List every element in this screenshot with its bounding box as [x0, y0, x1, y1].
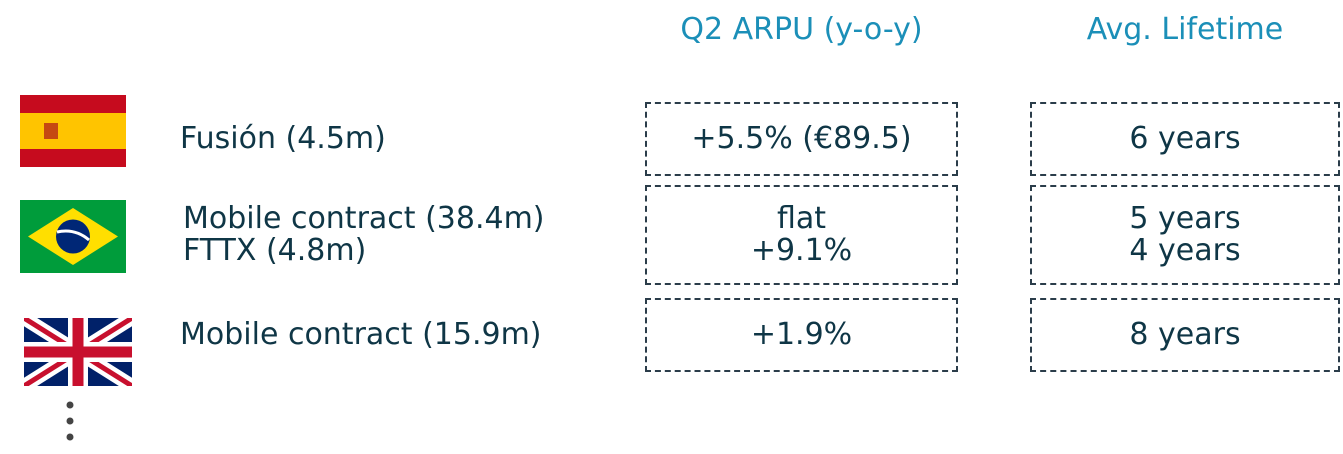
- segment-label: Mobile contract (15.9m): [180, 298, 620, 372]
- column-header: Q2 ARPU (y-o-y): [680, 12, 923, 47]
- lifetime-cell: 8 years: [1030, 298, 1340, 372]
- text-line: 8 years: [1129, 317, 1241, 352]
- segment-label: Fusión (4.5m): [180, 102, 620, 176]
- text-line: FTTX (4.8m): [183, 233, 367, 268]
- text-line: Mobile contract (38.4m): [183, 201, 545, 236]
- ellipsis: [66, 401, 74, 441]
- text-line: 6 years: [1129, 121, 1241, 156]
- text-line: flat: [776, 201, 827, 236]
- text-line: +9.1%: [750, 233, 853, 268]
- flag-uk: [24, 318, 132, 386]
- lifetime-cell: 5 years 4 years: [1030, 185, 1340, 285]
- arpu-cell: flat +9.1%: [645, 185, 958, 285]
- text-line: Mobile contract (15.9m): [180, 317, 542, 352]
- arpu-cell: +1.9%: [645, 298, 958, 372]
- segment-label: Mobile contract (38.4m) FTTX (4.8m): [183, 185, 623, 285]
- text-line: +5.5% (€89.5): [691, 121, 912, 156]
- flag-spain: [20, 95, 126, 167]
- flag-brazil: [20, 200, 126, 273]
- column-header: Avg. Lifetime: [1086, 12, 1284, 47]
- text-line: Fusión (4.5m): [180, 121, 386, 156]
- text-line: 4 years: [1129, 233, 1241, 268]
- text-line: 5 years: [1129, 201, 1241, 236]
- lifetime-cell: 6 years: [1030, 102, 1340, 176]
- arpu-cell: +5.5% (€89.5): [645, 102, 958, 176]
- text-line: +1.9%: [750, 317, 853, 352]
